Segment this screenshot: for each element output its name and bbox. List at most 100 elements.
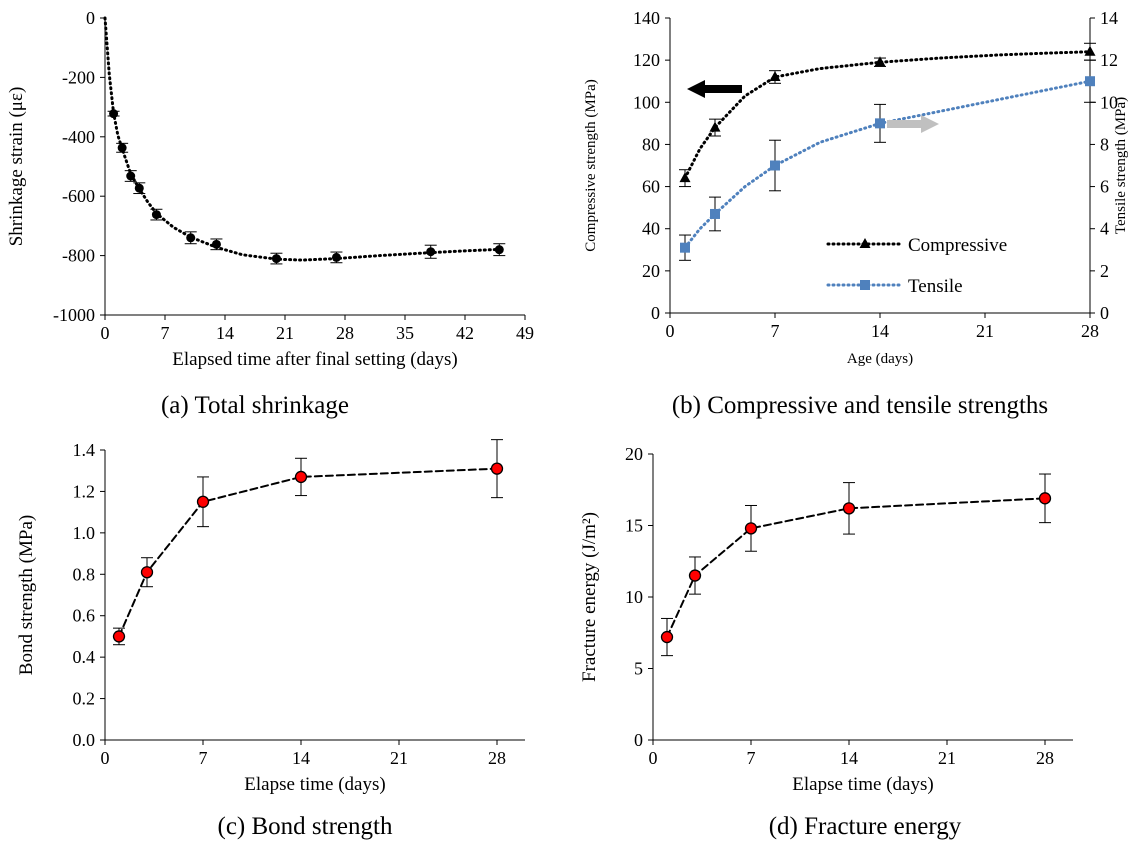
caption-d: (d) Fracture energy xyxy=(768,813,962,840)
y-tick-label: 0.8 xyxy=(73,564,96,584)
y-tick-label: 1.2 xyxy=(73,481,96,501)
data-point xyxy=(859,238,871,248)
data-point xyxy=(769,71,781,81)
y-tick-label: 0.6 xyxy=(73,606,96,626)
data-point xyxy=(490,462,504,475)
y-axis-title: Compressive strength (MPa) xyxy=(583,79,599,251)
x-tick-label: 28 xyxy=(1036,748,1054,768)
series-line xyxy=(683,79,1092,250)
y-tick-label: 0 xyxy=(86,8,95,28)
chart-b-panel: 0 7 14 21 28 0 20 40 60 80 100 120 140 0 2 4 6 8 10 12 14 Age… xyxy=(565,0,1135,400)
data-point xyxy=(710,208,720,219)
x-tick-label: 0 xyxy=(101,748,110,768)
data-point xyxy=(770,160,780,171)
y-tick-label: 100 xyxy=(633,92,660,112)
data-point xyxy=(426,247,436,257)
y2-axis-title: Tensile strength (MPa) xyxy=(1113,97,1129,234)
y2-tick-label: 10 xyxy=(1100,92,1118,112)
x-tick-label: 14 xyxy=(292,748,310,768)
y-axis-title: Shrinkage strain (με) xyxy=(6,87,27,247)
data-point xyxy=(331,252,341,262)
y-tick-label: 40 xyxy=(642,219,660,239)
y-tick-label: 1.4 xyxy=(73,440,96,460)
x-tick-label: 7 xyxy=(199,748,208,768)
series-line xyxy=(103,16,501,262)
data-point xyxy=(151,210,161,220)
y-tick-label: 1.0 xyxy=(73,523,96,543)
chart-c-panel: 0 7 14 21 28 0.0 0.2 0.4 0.6 0.8 1.0 1.2 1.4 Elapse t… xyxy=(0,432,560,812)
y-tick-label: 140 xyxy=(633,8,660,28)
y-tick-label: 15 xyxy=(625,516,643,536)
data-point xyxy=(874,56,886,67)
data-point xyxy=(117,143,127,153)
data-point xyxy=(709,121,721,132)
y-tick-label: 60 xyxy=(642,177,660,197)
data-point xyxy=(109,109,119,119)
data-point xyxy=(140,566,154,579)
y-tick-label: 20 xyxy=(625,444,643,464)
y2-tick-label: 2 xyxy=(1100,261,1109,281)
data-point xyxy=(860,280,870,290)
legend-label-compressive: Compressive xyxy=(908,235,1007,256)
x-tick-label: 7 xyxy=(161,323,170,343)
y-tick-label: -200 xyxy=(62,67,95,87)
y-tick-label: 10 xyxy=(625,587,643,607)
x-tick-label: 0 xyxy=(649,748,658,768)
y-tick-label: 120 xyxy=(633,50,660,70)
y-tick-label: -600 xyxy=(62,186,95,206)
caption-a: (a) Total shrinkage xyxy=(160,392,349,419)
chart-a-panel: 0 7 14 21 28 35 42 49 0 -200 -400 -600 -800 -1000 Elap… xyxy=(0,0,560,400)
data-point xyxy=(1085,76,1095,87)
chart-b: 0 7 14 21 2802040608010012014002468101214Age… xyxy=(583,8,1129,367)
y2-tick-label: 12 xyxy=(1100,50,1118,70)
x-tick-label: 28 xyxy=(488,748,506,768)
x-axis-title: Elapsed time after final setting (days) xyxy=(172,349,457,370)
x-tick-label: 21 xyxy=(938,748,956,768)
data-point xyxy=(1038,492,1052,505)
y-tick-label: 80 xyxy=(642,134,660,154)
x-tick-label: 14 xyxy=(871,321,889,341)
x-tick-label: 49 xyxy=(516,323,534,343)
y-axis-title: Bond strength (MPa) xyxy=(16,515,37,675)
y2-tick-label: 14 xyxy=(1100,8,1118,28)
x-axis-title: Elapse time (days) xyxy=(792,774,933,795)
data-point xyxy=(271,254,281,264)
chart-c: 0 7 14 21 28 0.0 0.2 0.4 0.6 0.8 1.0 1.2 1.4 Elapse t… xyxy=(16,439,525,795)
x-tick-label: 7 xyxy=(747,748,756,768)
data-point xyxy=(112,630,126,643)
x-axis-title: Age (days) xyxy=(847,351,913,367)
data-point xyxy=(875,118,885,129)
x-tick-label: 28 xyxy=(1081,321,1099,341)
x-tick-label: 7 xyxy=(771,321,780,341)
x-tick-label: 28 xyxy=(336,323,354,343)
legend-label-tensile: Tensile xyxy=(908,276,963,297)
y-tick-label: 0.2 xyxy=(73,689,96,709)
x-tick-label: 35 xyxy=(396,323,414,343)
y-tick-label: -1000 xyxy=(53,305,95,325)
data-point xyxy=(660,630,674,644)
data-point xyxy=(294,470,308,484)
x-tick-label: 21 xyxy=(276,323,294,343)
x-tick-label: 14 xyxy=(216,323,234,343)
x-tick-label: 0 xyxy=(101,323,110,343)
chart-d-panel: 0 7 14 21 28 0 5 10 15 20 Elapse time (days) Fractu… xyxy=(565,432,1135,812)
y-tick-label: 0 xyxy=(651,303,660,323)
data-point xyxy=(842,502,856,515)
x-axis-title: Elapse time (days) xyxy=(244,774,385,795)
y-tick-label: -400 xyxy=(62,127,95,147)
series-line xyxy=(683,50,1092,180)
caption-c: (c) Bond strength xyxy=(217,813,393,840)
y-tick-label: 0 xyxy=(634,730,643,750)
data-point xyxy=(494,245,504,255)
data-point xyxy=(126,171,136,181)
y-tick-label: -800 xyxy=(62,246,95,266)
data-point xyxy=(211,239,221,249)
data-point xyxy=(744,522,758,535)
y-tick-label: 20 xyxy=(642,261,660,281)
y-axis-title: Fracture energy (J/m²) xyxy=(579,512,600,682)
data-point xyxy=(679,172,691,183)
data-point xyxy=(134,183,144,193)
data-point xyxy=(680,242,690,253)
data-point xyxy=(1084,45,1096,56)
series-line xyxy=(666,497,1046,639)
